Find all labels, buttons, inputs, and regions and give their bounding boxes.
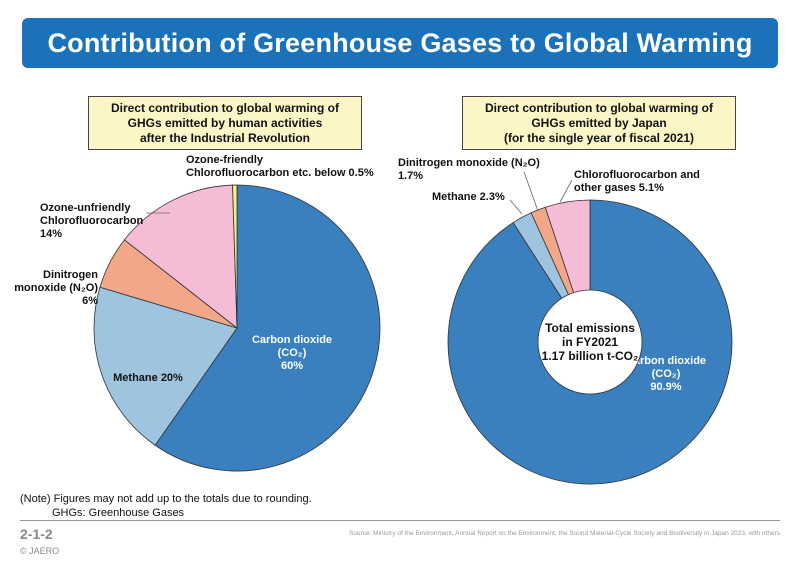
leader-line bbox=[509, 199, 523, 215]
left-chart-caption: Direct contribution to global warming of… bbox=[88, 96, 362, 150]
pie-slice-ozone-unfriendly-chlorofluorocarbon bbox=[123, 184, 238, 329]
page-title: Contribution of Greenhouse Gases to Glob… bbox=[47, 27, 753, 58]
copyright: © JAERO bbox=[20, 546, 60, 556]
slice-label: Ozone-friendly Chlorofluorocarbon etc. be… bbox=[186, 154, 374, 179]
donut-hole bbox=[537, 289, 643, 395]
slice-label: Dinitrogen monoxide (N₂O) 1.7% bbox=[398, 157, 540, 182]
caption-line: GHGs emitted by Japan bbox=[531, 116, 667, 130]
slice-label: Carbon dioxide (CO₂) 60% bbox=[252, 334, 332, 372]
title-banner: Contribution of Greenhouse Gases to Glob… bbox=[22, 18, 778, 68]
slice-label: Dinitrogen monoxide (N₂O) 6% bbox=[14, 269, 98, 307]
slice-label: Chlorofluorocarbon and other gases 5.1% bbox=[574, 169, 700, 194]
leader-line bbox=[523, 171, 539, 212]
caption-line: after the Industrial Revolution bbox=[139, 131, 310, 145]
caption-line: Direct contribution to global warming of bbox=[111, 101, 339, 115]
pie-slice-ozone-friendly-chlorofluorocarbon-etc bbox=[232, 184, 238, 329]
note: (Note) Figures may not add up to the tot… bbox=[20, 492, 312, 520]
center-total-label: Total emissions in FY2021 1.17 billion t-C… bbox=[542, 321, 639, 363]
note-line: GHGs: Greenhouse Gases bbox=[52, 507, 185, 519]
pie-slice-carbon-dioxide-co bbox=[154, 184, 381, 472]
note-line: (Note) Figures may not add up to the tot… bbox=[20, 493, 312, 505]
slice-label: Ozone-unfriendly Chlorofluorocarbon 14% bbox=[40, 202, 144, 240]
source-text: Source: Ministry of the Environment, Ann… bbox=[348, 530, 780, 537]
figure-number: 2-1-2 bbox=[20, 526, 53, 542]
slice-label: Carbon dioxide (CO₂) 90.9% bbox=[626, 355, 706, 393]
slice-label: Methane 20% bbox=[113, 372, 183, 384]
right-chart-caption: Direct contribution to global warming of… bbox=[462, 96, 736, 150]
caption-line: (for the single year of fiscal 2021) bbox=[503, 131, 695, 145]
caption-line: GHGs emitted by human activities bbox=[127, 116, 323, 130]
footer-divider bbox=[20, 520, 780, 521]
caption-line: Direct contribution to global warming of bbox=[485, 101, 713, 115]
slice-label: Methane 2.3% bbox=[432, 191, 505, 203]
leader-line bbox=[559, 179, 573, 203]
pie-slice-methane bbox=[93, 286, 238, 446]
